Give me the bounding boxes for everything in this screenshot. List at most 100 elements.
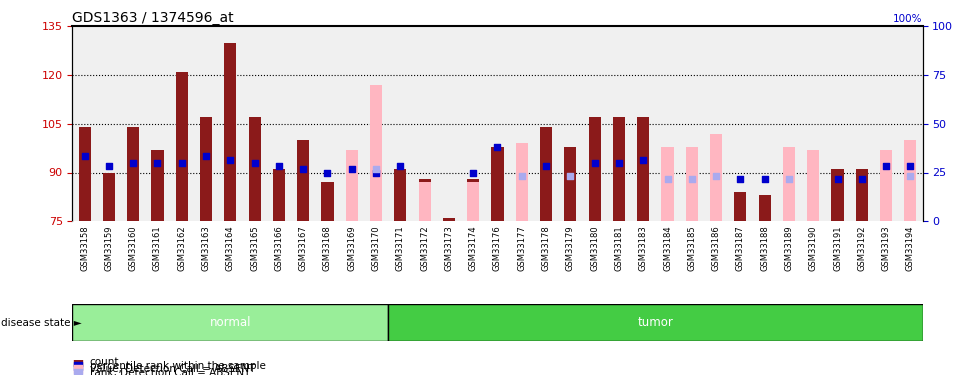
Point — [781, 176, 797, 182]
Bar — [662, 147, 673, 221]
Text: GSM33186: GSM33186 — [712, 225, 721, 271]
Bar — [880, 150, 893, 221]
Bar — [468, 179, 479, 221]
Text: value, Detection Call = ABSENT: value, Detection Call = ABSENT — [90, 364, 255, 374]
Bar — [78, 127, 91, 221]
Text: GSM33180: GSM33180 — [590, 225, 599, 271]
Bar — [370, 85, 383, 221]
Bar — [832, 169, 843, 221]
Bar — [102, 172, 115, 221]
Bar — [564, 147, 577, 221]
Point — [150, 160, 165, 166]
Text: GSM33168: GSM33168 — [323, 225, 332, 271]
Point — [902, 173, 918, 179]
Text: GSM33158: GSM33158 — [80, 225, 89, 271]
Bar — [686, 147, 697, 221]
Text: GSM33166: GSM33166 — [274, 225, 283, 271]
Text: GSM33173: GSM33173 — [444, 225, 453, 271]
Point — [222, 156, 238, 162]
Bar — [492, 147, 503, 221]
Point — [757, 176, 773, 182]
Bar — [394, 169, 407, 221]
Bar — [418, 179, 431, 221]
Bar — [346, 169, 357, 221]
Text: GSM33194: GSM33194 — [906, 225, 915, 271]
Bar — [72, 304, 388, 341]
Bar — [904, 140, 917, 221]
Text: GSM33172: GSM33172 — [420, 225, 429, 271]
Text: GSM33181: GSM33181 — [614, 225, 623, 271]
Point — [198, 153, 213, 159]
Text: GSM33177: GSM33177 — [517, 225, 526, 271]
Bar — [176, 72, 187, 221]
Text: GSM33179: GSM33179 — [566, 225, 575, 271]
Text: GSM33185: GSM33185 — [687, 225, 696, 271]
Bar — [272, 169, 285, 221]
Point — [247, 160, 263, 166]
Point — [878, 163, 894, 169]
Point — [538, 163, 554, 169]
Point — [71, 359, 86, 365]
Text: tumor: tumor — [638, 316, 673, 329]
Text: rank, Detection Call = ABSENT: rank, Detection Call = ABSENT — [90, 368, 250, 375]
Text: 100%: 100% — [893, 14, 923, 24]
Point — [296, 166, 311, 172]
Text: GSM33189: GSM33189 — [784, 225, 793, 271]
Bar — [468, 182, 479, 221]
Point — [101, 163, 117, 169]
Text: GSM33184: GSM33184 — [663, 225, 672, 271]
Bar — [758, 195, 771, 221]
Bar — [638, 117, 649, 221]
Point — [708, 173, 724, 179]
Point — [392, 163, 408, 169]
Point — [660, 176, 675, 182]
Bar — [298, 140, 309, 221]
Bar — [710, 134, 723, 221]
Text: percentile rank within the sample: percentile rank within the sample — [90, 361, 266, 370]
Point — [174, 160, 189, 166]
Text: GSM33171: GSM33171 — [396, 225, 405, 271]
Text: GSM33163: GSM33163 — [202, 225, 211, 271]
Bar — [200, 117, 213, 221]
Point — [854, 176, 869, 182]
Point — [71, 363, 86, 369]
Text: GSM33193: GSM33193 — [882, 225, 891, 271]
Text: normal: normal — [210, 316, 251, 329]
Point — [611, 160, 627, 166]
Point — [466, 170, 481, 176]
Bar — [588, 117, 601, 221]
Bar — [322, 182, 333, 221]
Text: GSM33162: GSM33162 — [177, 225, 186, 271]
Point — [684, 176, 699, 182]
Text: GSM33190: GSM33190 — [809, 225, 818, 271]
Text: GSM33192: GSM33192 — [857, 225, 867, 271]
Point — [71, 366, 86, 372]
Point — [344, 166, 359, 172]
Text: GSM33187: GSM33187 — [736, 225, 745, 271]
Text: disease state ►: disease state ► — [1, 318, 82, 327]
Point — [320, 170, 335, 176]
Bar — [224, 42, 237, 221]
Bar — [418, 182, 431, 221]
Point — [562, 173, 578, 179]
Text: GSM33159: GSM33159 — [104, 225, 113, 271]
Text: GSM33174: GSM33174 — [469, 225, 478, 271]
Bar — [388, 304, 923, 341]
Text: GSM33165: GSM33165 — [250, 225, 259, 271]
Point — [368, 170, 384, 176]
Bar — [880, 189, 893, 221]
Point — [126, 160, 141, 166]
Text: GSM33164: GSM33164 — [226, 225, 235, 271]
Bar — [152, 150, 163, 221]
Text: GSM33188: GSM33188 — [760, 225, 769, 271]
Text: GSM33176: GSM33176 — [493, 225, 502, 271]
Bar — [540, 127, 553, 221]
Point — [732, 176, 748, 182]
Bar — [346, 150, 357, 221]
Text: GSM33161: GSM33161 — [153, 225, 162, 271]
Point — [902, 163, 918, 169]
Text: GSM33160: GSM33160 — [128, 225, 138, 271]
Bar — [904, 172, 917, 221]
Point — [368, 166, 384, 172]
Text: GSM33169: GSM33169 — [347, 225, 356, 271]
